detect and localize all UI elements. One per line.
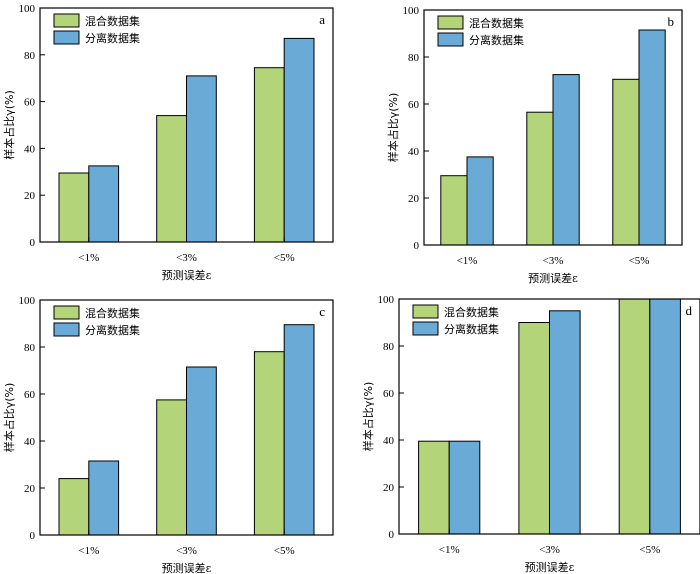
y-tick-label: 100: [403, 5, 420, 17]
bar-separate-1: [186, 366, 217, 536]
bar-separate-0: [466, 156, 494, 246]
bar-mixed-0: [58, 172, 90, 243]
y-tick-label: 40: [383, 435, 395, 447]
bar-mixed-0: [58, 478, 90, 536]
y-axis-title: 样本占比γ(%): [361, 382, 375, 452]
legend-label: 分离数据集: [85, 323, 140, 337]
bar-mixed-2: [612, 78, 640, 246]
panel-label: b: [668, 14, 675, 29]
panel-label: c: [319, 304, 325, 319]
panel-label: a: [319, 12, 325, 27]
bar-separate-2: [283, 324, 315, 536]
y-axis-title: 样本占比γ(%): [386, 93, 400, 163]
legend-label: 混合数据集: [469, 16, 524, 30]
x-tick-label: <1%: [439, 544, 460, 556]
x-tick-label: <3%: [539, 544, 560, 556]
y-tick-label: 0: [414, 240, 420, 252]
y-tick-label: 80: [24, 50, 36, 62]
y-tick-label: 100: [378, 294, 395, 306]
bar-mixed-1: [156, 399, 187, 536]
y-tick-label: 40: [24, 436, 36, 448]
bar-separate-1: [552, 74, 580, 246]
bar-separate-1: [186, 75, 217, 243]
legend-swatch-separate: [437, 32, 464, 47]
x-tick-label: <1%: [78, 252, 99, 264]
legend-swatch-mixed: [437, 15, 464, 30]
legend-label: 分离数据集: [85, 31, 140, 45]
y-tick-label: 80: [408, 52, 420, 64]
bar-mixed-2: [253, 67, 285, 243]
x-tick-label: <1%: [78, 545, 99, 557]
chart-panel-c: <1% <3% <5% 0 20 40 60 80 100 预测误差ε 样本占比γ(%) 混合数据集分…: [2, 295, 334, 574]
panel-label: d: [686, 303, 693, 318]
y-tick-label: 100: [19, 295, 36, 307]
bar-separate-2: [283, 37, 315, 243]
x-tick-label: <3%: [543, 255, 564, 267]
y-tick-label: 0: [30, 237, 36, 249]
y-tick-label: 60: [383, 388, 395, 400]
bar-separate-1: [549, 310, 581, 535]
y-tick-label: 80: [383, 341, 395, 353]
x-tick-label: <3%: [176, 252, 197, 264]
bar-mixed-1: [526, 111, 554, 246]
legend-swatch-separate: [53, 322, 80, 337]
y-axis-title: 样本占比γ(%): [2, 90, 16, 160]
x-tick-label: <1%: [457, 255, 478, 267]
y-tick-label: 40: [408, 146, 420, 158]
bar-mixed-2: [618, 298, 651, 535]
y-tick-label: 60: [24, 389, 36, 401]
chart-panel-b: <1% <3% <5% 0 20 40 60 80 100 预测误差ε 样本占比γ(%) 混合数据集分…: [386, 5, 683, 285]
legend-swatch-separate: [53, 30, 80, 45]
x-axis-title: 预测误差ε: [525, 560, 575, 574]
x-tick-label: <3%: [176, 545, 197, 557]
y-tick-label: 20: [24, 190, 36, 202]
bar-mixed-1: [156, 115, 187, 243]
legend-swatch-separate: [412, 321, 439, 336]
legend-label: 分离数据集: [469, 33, 524, 47]
x-tick-label: <5%: [639, 544, 660, 556]
y-tick-label: 0: [30, 530, 36, 542]
bar-separate-0: [88, 460, 120, 536]
y-axis-title: 样本占比γ(%): [2, 383, 16, 453]
x-axis-title: 预测误差ε: [162, 561, 212, 574]
y-tick-label: 60: [24, 97, 36, 109]
y-tick-label: 100: [19, 3, 36, 15]
bar-separate-2: [638, 29, 666, 246]
y-tick-label: 20: [408, 193, 420, 205]
legend-swatch-mixed: [53, 13, 80, 28]
y-tick-label: 20: [24, 483, 36, 495]
x-tick-label: <5%: [629, 255, 650, 267]
bar-mixed-0: [440, 175, 468, 246]
legend-label: 混合数据集: [85, 306, 140, 320]
y-tick-label: 60: [408, 99, 420, 111]
y-tick-label: 0: [389, 529, 395, 541]
chart-panel-d: <1% <3% <5% 0 20 40 60 80 100 预测误差ε 样本占比γ(%) 混合数据集分…: [361, 294, 700, 574]
bar-separate-0: [88, 165, 120, 243]
bar-separate-2: [649, 298, 681, 535]
bar-mixed-2: [253, 351, 285, 536]
legend-swatch-mixed: [53, 305, 80, 320]
bar-mixed-1: [518, 322, 550, 535]
legend-label: 混合数据集: [85, 14, 140, 28]
legend-swatch-mixed: [412, 304, 439, 319]
x-tick-label: <5%: [274, 252, 295, 264]
bar-separate-0: [448, 440, 481, 535]
x-axis-title: 预测误差ε: [162, 268, 212, 282]
legend-label: 分离数据集: [444, 322, 499, 336]
y-tick-label: 40: [24, 143, 36, 155]
legend-label: 混合数据集: [444, 305, 499, 319]
x-tick-label: <5%: [274, 545, 295, 557]
x-axis-title: 预测误差ε: [528, 271, 578, 285]
y-tick-label: 80: [24, 342, 36, 354]
chart-panel-a: <1% <3% <5% 0 20 40 60 80 100 预测误差ε 样本占比γ(%) 混合数据集分…: [2, 3, 334, 282]
y-tick-label: 20: [383, 482, 395, 494]
bar-mixed-0: [418, 440, 450, 535]
